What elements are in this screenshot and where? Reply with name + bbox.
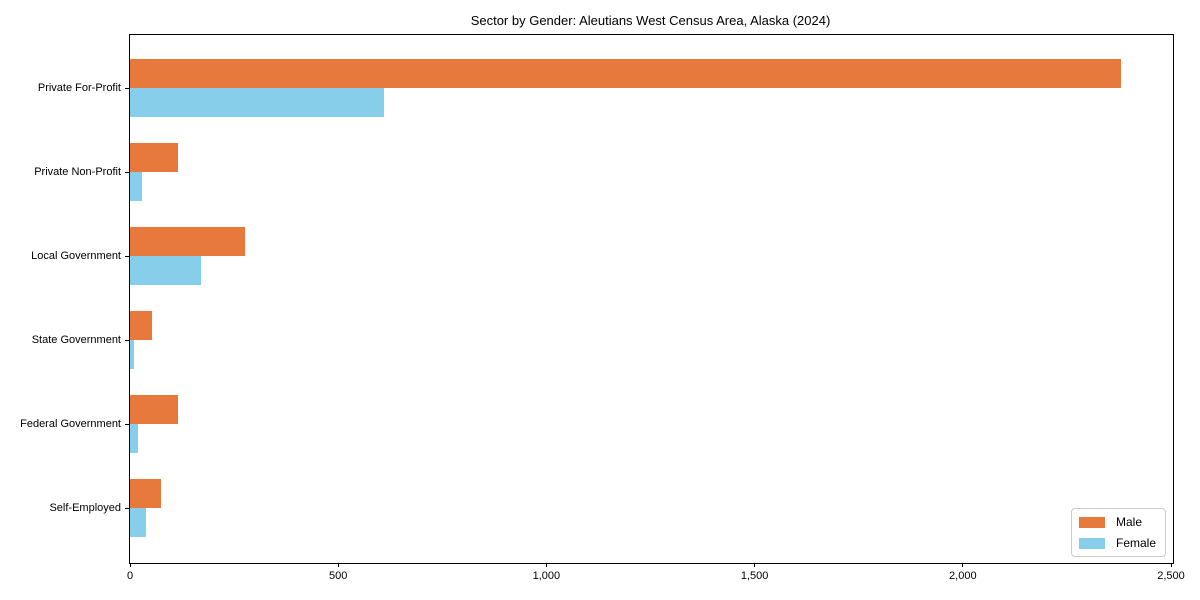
bar-female-self-employed bbox=[130, 508, 146, 537]
bar-female-private-non-profit bbox=[130, 172, 143, 201]
y-tick-label-local-government: Local Government bbox=[31, 250, 121, 262]
x-tick-mark bbox=[754, 563, 756, 567]
x-tick-label: 0 bbox=[126, 570, 134, 582]
x-tick-label: 1,000 bbox=[532, 570, 561, 582]
y-tick-mark bbox=[125, 339, 130, 341]
y-tick-label-federal-government: Federal Government bbox=[20, 418, 121, 430]
x-tick-label: 1,500 bbox=[740, 570, 769, 582]
y-tick-mark bbox=[125, 423, 130, 425]
x-tick-mark bbox=[1170, 563, 1172, 567]
y-tick-mark bbox=[125, 171, 130, 173]
x-tick-mark bbox=[337, 563, 339, 567]
y-tick-mark bbox=[125, 507, 130, 509]
bar-male-local-government bbox=[130, 227, 245, 256]
x-tick-label: 500 bbox=[329, 570, 348, 582]
legend-label-female: Female bbox=[1115, 536, 1156, 550]
y-tick-mark bbox=[125, 255, 130, 257]
legend-item-male: Male bbox=[1078, 515, 1156, 529]
legend-swatch-female bbox=[1078, 537, 1105, 549]
bar-female-private-for-profit bbox=[130, 88, 384, 117]
bar-male-private-non-profit bbox=[130, 143, 178, 172]
legend-label-male: Male bbox=[1115, 515, 1142, 529]
bar-male-federal-government bbox=[130, 395, 178, 424]
y-tick-label-private-for-profit: Private For-Profit bbox=[37, 82, 121, 94]
y-tick-label-self-employed: Self-Employed bbox=[49, 502, 121, 514]
x-tick-mark bbox=[545, 563, 547, 567]
x-tick-label: 2,000 bbox=[949, 570, 977, 582]
legend: Male Female bbox=[1070, 508, 1166, 557]
bar-female-federal-government bbox=[130, 424, 139, 453]
plot-area: Male Female Private For-Profit Private Non… bbox=[20, 34, 1185, 582]
bar-female-local-government bbox=[130, 256, 201, 285]
bar-male-self-employed bbox=[130, 479, 162, 508]
y-tick-label-state-government: State Government bbox=[31, 334, 121, 346]
bar-male-state-government bbox=[130, 311, 152, 340]
x-tick-mark bbox=[129, 563, 131, 567]
bar-male-private-for-profit bbox=[130, 59, 1122, 88]
legend-item-female: Female bbox=[1078, 536, 1156, 550]
y-tick-label-private-non-profit: Private Non-Profit bbox=[34, 166, 121, 178]
chart-title: Sector by Gender: Aleutians West Census … bbox=[470, 13, 831, 28]
legend-swatch-male bbox=[1078, 516, 1105, 528]
bar-female-state-government bbox=[130, 340, 135, 369]
x-tick-label: 2,500 bbox=[1157, 570, 1185, 582]
y-tick-mark bbox=[125, 87, 130, 89]
x-tick-mark bbox=[962, 563, 964, 567]
